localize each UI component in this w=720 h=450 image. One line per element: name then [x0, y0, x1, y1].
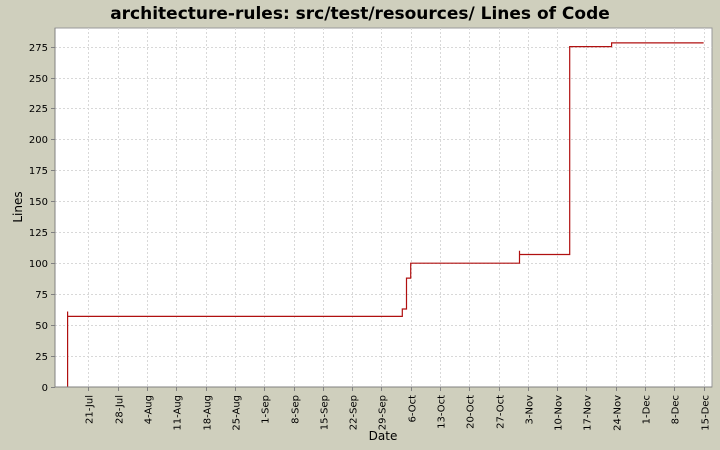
x-tick-label: 27-Oct [496, 395, 507, 429]
y-axis-ticks: 0 25 50 75 100 125 150 175 200 225 250 275 [29, 43, 55, 394]
y-tick-label: 175 [29, 166, 48, 177]
grid [55, 28, 712, 387]
x-tick-label: 20-Oct [466, 395, 477, 429]
y-tick-label: 275 [29, 43, 48, 54]
y-tick-label: 0 [42, 383, 48, 394]
x-tick-label: 4-Aug [144, 395, 155, 424]
x-tick-label: 6-Oct [408, 395, 419, 423]
y-axis-label: Lines [11, 191, 25, 222]
x-tick-label: 13-Oct [437, 395, 448, 429]
x-tick-label: 22-Sep [349, 395, 360, 430]
y-tick-label: 250 [29, 74, 48, 85]
x-tick-label: 8-Sep [291, 395, 302, 424]
y-tick-label: 125 [29, 228, 48, 239]
y-tick-label: 100 [29, 259, 48, 270]
x-tick-label: 8-Dec [671, 395, 682, 424]
x-tick-label: 11-Aug [173, 395, 184, 431]
x-axis-ticks: 21-Jul 28-Jul 4-Aug 11-Aug 18-Aug 25-Aug 1-Sep… [85, 387, 712, 431]
y-tick-label: 225 [29, 104, 48, 115]
x-tick-label: 15-Sep [320, 395, 331, 430]
series-line [67, 42, 704, 387]
chart-title: architecture-rules: src/test/resources/ … [110, 4, 610, 24]
y-tick-label: 150 [29, 197, 48, 208]
x-tick-label: 10-Nov [554, 395, 565, 431]
x-tick-label: 15-Dec [701, 395, 712, 431]
x-tick-label: 24-Nov [613, 395, 624, 431]
x-tick-label: 3-Nov [525, 395, 536, 425]
y-tick-label: 200 [29, 135, 48, 146]
y-tick-label: 50 [35, 321, 48, 332]
plot-area [54, 27, 713, 388]
x-tick-label: 25-Aug [232, 395, 243, 431]
data-layer [67, 42, 704, 387]
y-tick-label: 25 [35, 352, 48, 363]
x-tick-label: 21-Jul [85, 395, 96, 424]
x-tick-label: 1-Sep [261, 395, 272, 424]
x-tick-label: 18-Aug [203, 395, 214, 431]
y-tick-label: 75 [35, 290, 48, 301]
x-tick-label: 1-Dec [642, 395, 653, 424]
x-tick-label: 17-Nov [583, 395, 594, 431]
x-tick-label: 29-Sep [378, 395, 389, 430]
x-tick-label: 28-Jul [115, 395, 126, 424]
x-axis-label: Date [369, 429, 398, 443]
